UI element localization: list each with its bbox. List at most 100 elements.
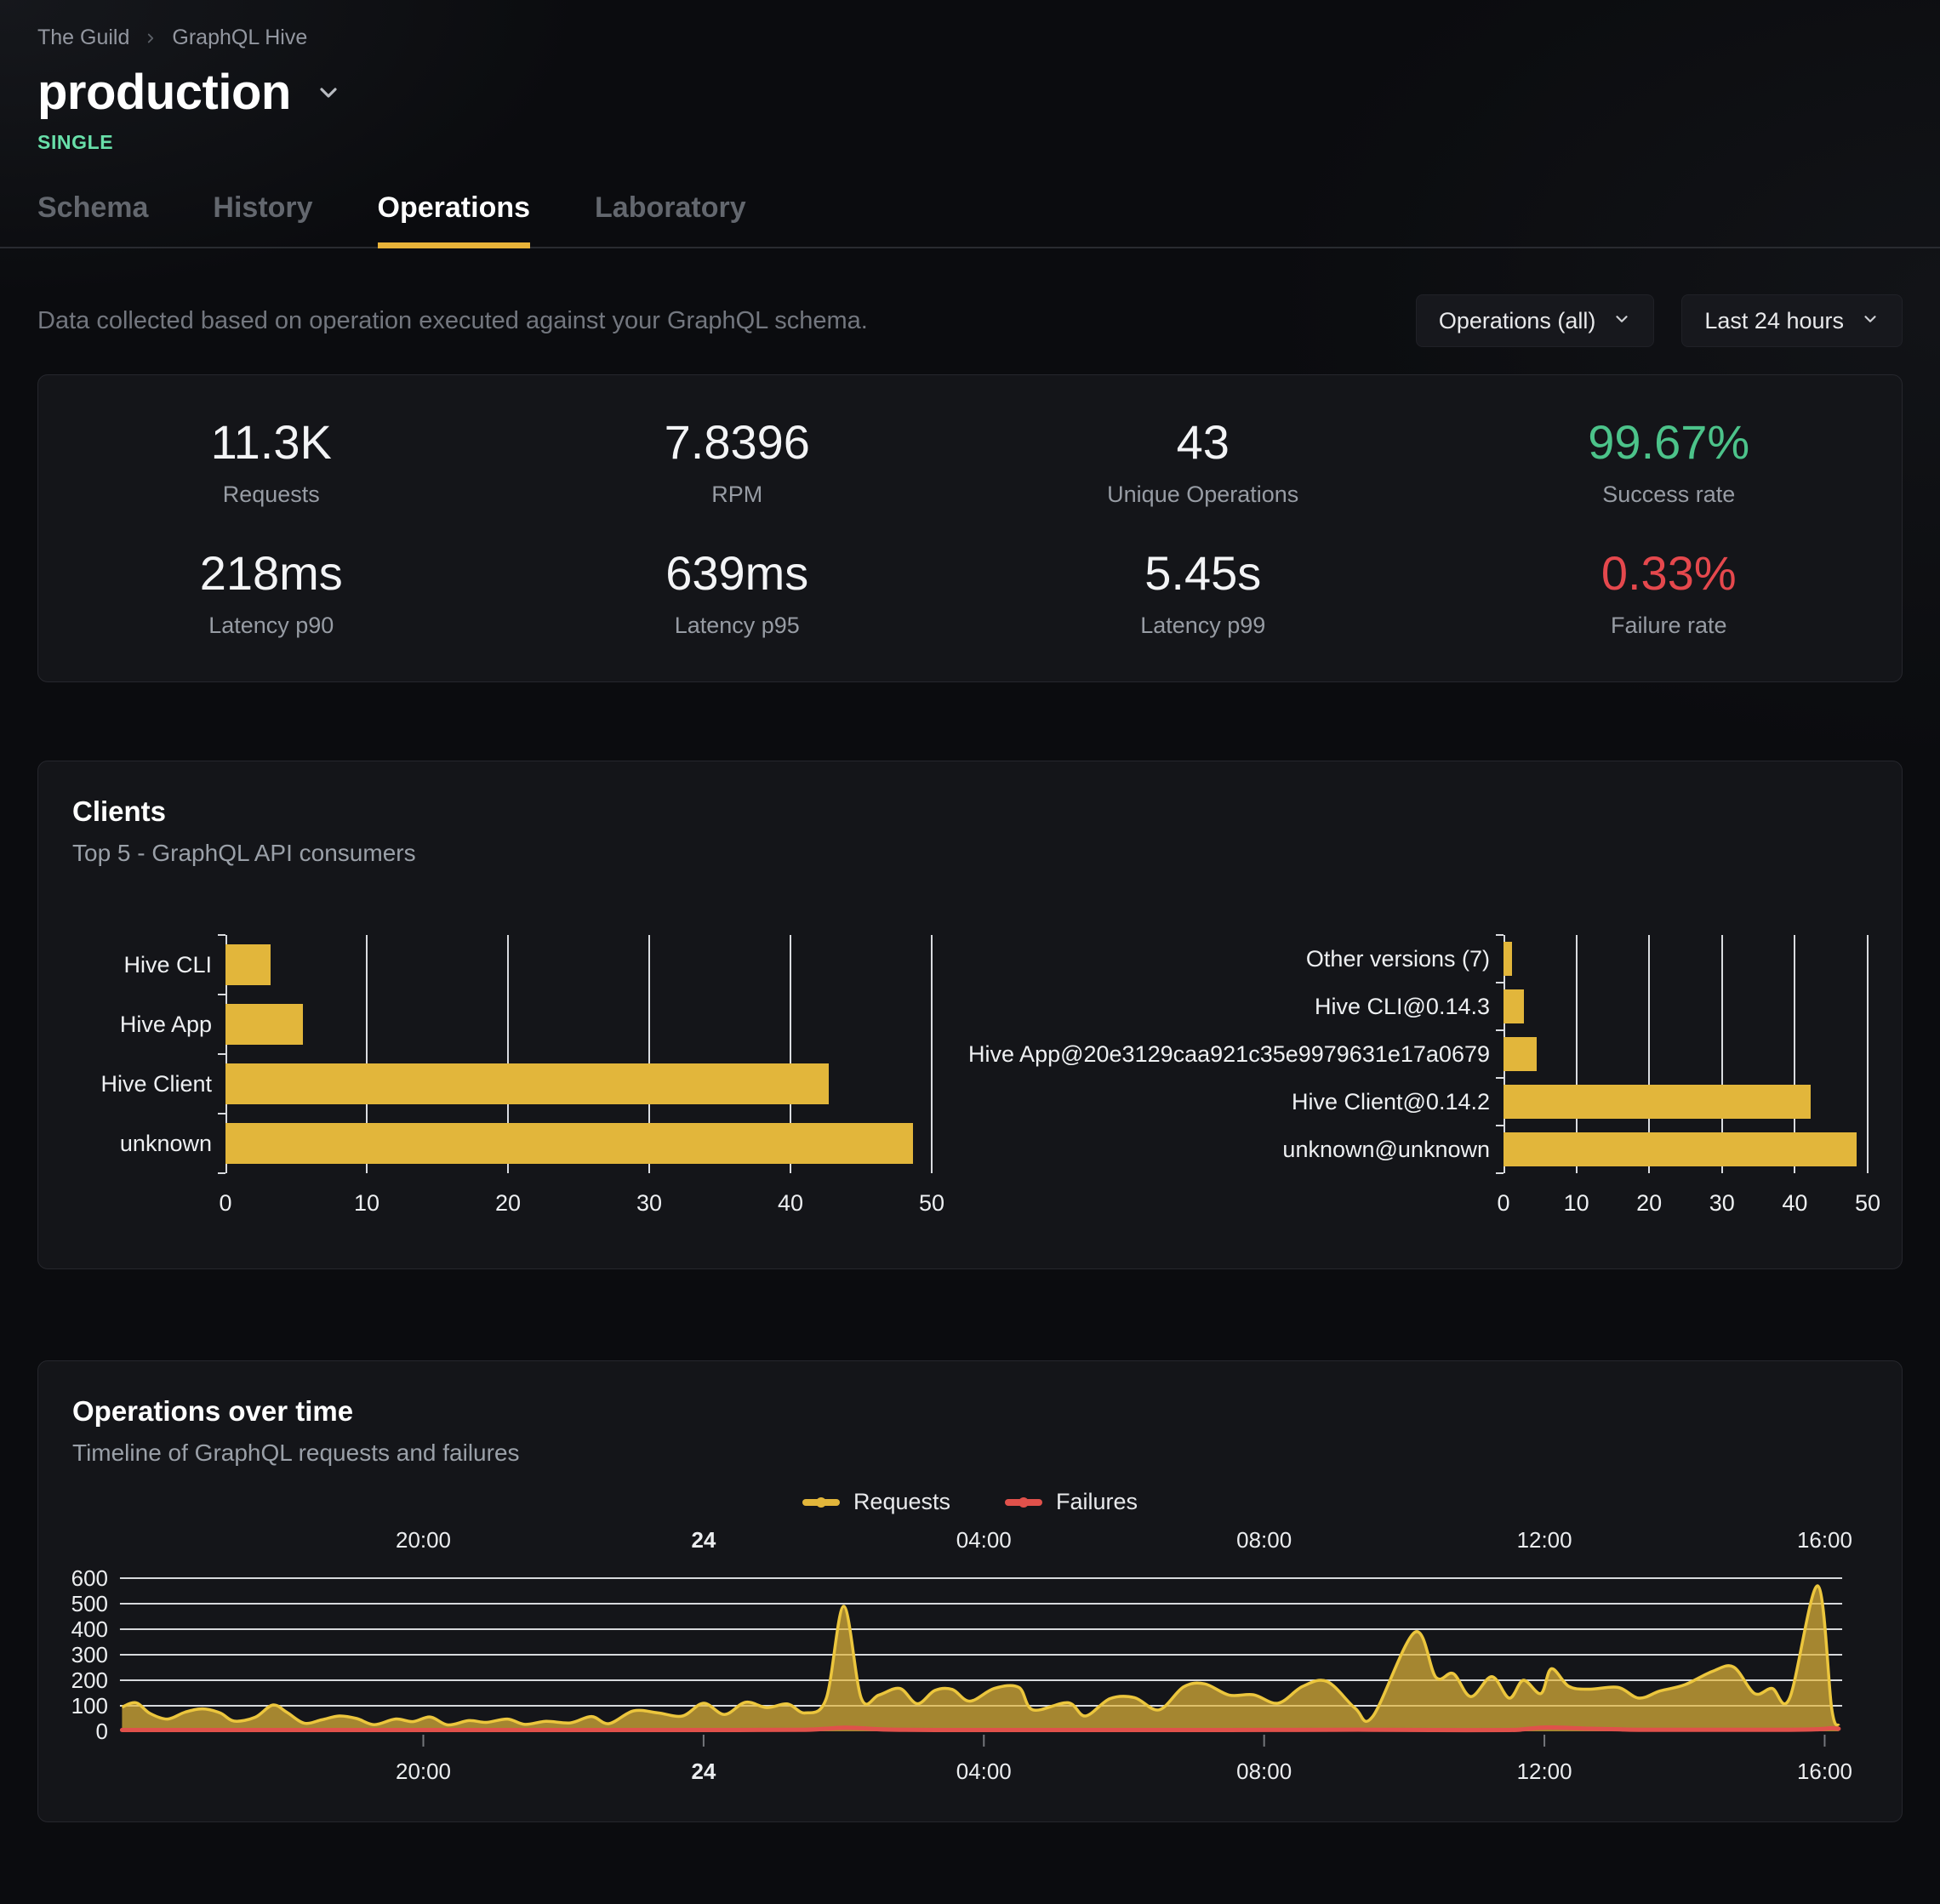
operations-filter-select[interactable]: Operations (all): [1415, 294, 1655, 347]
legend-item-failures[interactable]: Failures: [1005, 1489, 1138, 1515]
gridline: [931, 935, 933, 1173]
breadcrumb-org-link[interactable]: The Guild: [37, 26, 130, 49]
y-tick-label: 300: [71, 1642, 108, 1667]
x-tick-label: 30: [636, 1190, 663, 1216]
x-tick-label: 10: [1563, 1190, 1589, 1216]
requests-line: [121, 1584, 1840, 1727]
period-filter-select[interactable]: Last 24 hours: [1681, 294, 1903, 347]
chevron-down-icon: [1612, 308, 1631, 334]
x-tick-label: 20: [494, 1190, 522, 1216]
stat-unique-operations: 43 Unique Operations: [1107, 415, 1299, 507]
bar-Hive App: [225, 1004, 304, 1045]
gridline: [1794, 935, 1796, 1173]
gridline: [1575, 935, 1578, 1173]
axis-tick: [1496, 1125, 1504, 1126]
x-tick-label-bottom: 20:00: [396, 1759, 451, 1784]
axis-tick: [218, 1172, 225, 1174]
gridline: [790, 935, 791, 1173]
tab-bar: Schema History Operations Laboratory: [0, 191, 1940, 248]
description-text: Data collected based on operation execut…: [37, 306, 868, 334]
x-tick-label: 0: [219, 1190, 232, 1216]
timeline-card-subtitle: Timeline of GraphQL requests and failure…: [72, 1439, 520, 1466]
x-tick-label: 0: [1497, 1190, 1510, 1216]
timeline-legend: Requests Failures: [72, 1489, 1868, 1515]
bar-category-label: Hive CLI: [123, 951, 212, 978]
legend-label: Requests: [853, 1489, 951, 1514]
axis-tick: [218, 994, 225, 995]
tab-laboratory[interactable]: Laboratory: [595, 191, 746, 224]
clients-card-subtitle: Top 5 - GraphQL API consumers: [72, 840, 416, 866]
bar-Hive App@20e3129caa921c35e9979631e17a0679: [1504, 1037, 1537, 1071]
bar-Hive Client@0.14.2: [1504, 1085, 1812, 1119]
breadcrumb: The Guild GraphQL Hive: [37, 26, 1903, 50]
tab-schema[interactable]: Schema: [37, 191, 149, 224]
axis-tick: [218, 1113, 225, 1114]
bar-category-label: Hive Client: [100, 1070, 212, 1097]
legend-label: Failures: [1056, 1489, 1138, 1514]
axis-tick: [1496, 982, 1504, 983]
x-tick-label-bottom: 12:00: [1517, 1759, 1572, 1784]
bar-category-label: unknown@unknown: [1282, 1136, 1490, 1162]
x-tick-label-top: 16:00: [1797, 1527, 1852, 1553]
x-tick-label-top: 20:00: [396, 1527, 451, 1553]
bar-category-label: Hive CLI@0.14.3: [1314, 993, 1490, 1019]
clients-card: Clients Top 5 - GraphQL API consumers Hi…: [37, 761, 1903, 1269]
operations-page: Data collected based on operation execut…: [0, 294, 1940, 1856]
stat-latency-p99: 5.45s Latency p99: [1140, 546, 1266, 638]
axis-tick: [1496, 1172, 1504, 1174]
stat-latency-p95: 639ms Latency p95: [665, 546, 809, 638]
tab-history[interactable]: History: [213, 191, 313, 224]
legend-item-requests[interactable]: Requests: [802, 1489, 950, 1515]
axis-tick: [1496, 934, 1504, 936]
x-tick-label-bottom: 08:00: [1236, 1759, 1292, 1784]
y-tick-label: 200: [71, 1667, 108, 1693]
gridline: [1648, 935, 1651, 1173]
gridline: [225, 935, 227, 1173]
axis-tick: [218, 1053, 225, 1055]
gridline: [1720, 935, 1723, 1173]
y-tick-label: 100: [71, 1693, 108, 1719]
axis-tick: [218, 934, 225, 936]
stat-requests: 11.3K Requests: [210, 415, 332, 507]
y-tick-label: 600: [71, 1565, 108, 1591]
y-tick-label: 500: [71, 1591, 108, 1616]
bar-unknown@unknown: [1504, 1132, 1857, 1166]
x-tick-label-bottom: 04:00: [956, 1759, 1012, 1784]
operations-over-time-card: Operations over time Timeline of GraphQL…: [37, 1360, 1903, 1822]
legend-marker-icon: [802, 1496, 840, 1508]
axis-tick: [1496, 1077, 1504, 1079]
x-tick-label-top: 04:00: [956, 1527, 1012, 1553]
x-tick-label-top: 12:00: [1517, 1527, 1572, 1553]
clients-by-name-chart: Hive CLI Hive App Hive Client unknown 0 10 20 3…: [72, 934, 944, 1221]
operations-filter-value: Operations (all): [1438, 307, 1596, 333]
period-filter-value: Last 24 hours: [1704, 307, 1844, 333]
bar-category-label: Hive App@20e3129caa921c35e9979631e17a067…: [968, 1040, 1490, 1067]
y-tick-label: 0: [96, 1719, 108, 1744]
breadcrumb-project-link[interactable]: GraphQL Hive: [172, 26, 308, 49]
clients-by-version-chart: Other versions (7) Hive CLI@0.14.3 Hive Ap…: [968, 934, 1880, 1221]
chevron-down-icon: [1861, 308, 1880, 334]
gridline: [507, 935, 509, 1173]
bar-category-label: Hive App: [119, 1011, 212, 1037]
stat-rpm: 7.8396 RPM: [664, 415, 810, 507]
target-selector-chevron-icon[interactable]: [315, 79, 342, 106]
bar-category-label: unknown: [119, 1130, 212, 1156]
stat-failure-rate: 0.33% Failure rate: [1600, 546, 1737, 638]
gridline: [648, 935, 650, 1173]
tab-operations[interactable]: Operations: [377, 191, 531, 248]
x-tick-label-bottom: 16:00: [1797, 1759, 1852, 1784]
x-tick-label: 40: [1782, 1190, 1808, 1216]
stats-summary-card: 11.3K Requests 7.8396 RPM 43 Unique Oper…: [37, 374, 1903, 682]
timeline-card-title: Operations over time: [72, 1395, 354, 1427]
x-tick-label-top: 08:00: [1236, 1527, 1292, 1553]
failures-line: [119, 1724, 1841, 1733]
x-tick-label: 20: [1636, 1190, 1663, 1216]
bar-Hive CLI@0.14.3: [1504, 989, 1524, 1023]
requests-area: [122, 1585, 1839, 1731]
bar-Hive Client: [225, 1063, 829, 1104]
stat-latency-p90: 218ms Latency p90: [199, 546, 343, 638]
target-type-badge: SINGLE: [37, 131, 114, 153]
x-tick-label: 50: [1854, 1190, 1881, 1216]
bar-Other versions (7): [1504, 942, 1513, 976]
